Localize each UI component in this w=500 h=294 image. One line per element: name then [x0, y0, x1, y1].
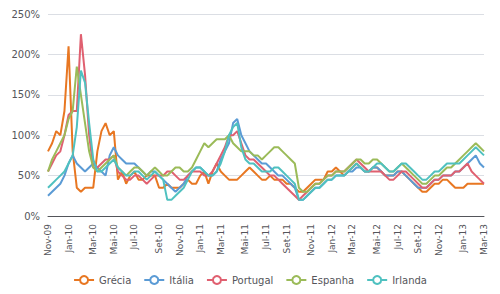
- svg-text:Mai-12: Mai-12: [372, 224, 382, 254]
- svg-text:Irlanda: Irlanda: [392, 275, 427, 286]
- svg-text:Jan-10: Jan-10: [64, 224, 74, 254]
- svg-text:Itália: Itália: [169, 275, 194, 286]
- svg-text:Espanha: Espanha: [311, 275, 354, 286]
- svg-text:Grécia: Grécia: [99, 275, 131, 286]
- svg-text:Jan-11: Jan-11: [195, 224, 205, 254]
- svg-text:Set-12: Set-12: [413, 224, 423, 253]
- svg-text:Mar-12: Mar-12: [347, 224, 357, 255]
- svg-text:Mai-11: Mai-11: [240, 224, 250, 254]
- svg-text:Set-11: Set-11: [282, 224, 292, 253]
- svg-text:Nov-12: Nov-12: [434, 224, 444, 256]
- svg-text:100%: 100%: [11, 130, 40, 141]
- svg-text:Jan-12: Jan-12: [327, 224, 337, 254]
- svg-text:Portugal: Portugal: [232, 275, 273, 286]
- svg-text:Jul-11: Jul-11: [261, 224, 271, 251]
- svg-text:Nov-09: Nov-09: [43, 224, 53, 256]
- svg-text:Mar-10: Mar-10: [88, 224, 98, 255]
- svg-text:200%: 200%: [11, 49, 40, 60]
- svg-text:Mar-13: Mar-13: [479, 224, 489, 255]
- svg-text:Jul-12: Jul-12: [393, 224, 403, 251]
- svg-text:0%: 0%: [24, 211, 40, 222]
- svg-text:150%: 150%: [11, 89, 40, 100]
- svg-text:Mar-11: Mar-11: [216, 224, 226, 255]
- svg-text:250%: 250%: [11, 9, 40, 20]
- svg-text:Nov-11: Nov-11: [306, 224, 316, 256]
- svg-text:50%: 50%: [18, 170, 40, 181]
- svg-text:Nov-10: Nov-10: [175, 224, 185, 256]
- svg-text:Mai-10: Mai-10: [109, 224, 119, 255]
- svg-text:Jul-10: Jul-10: [129, 224, 139, 251]
- svg-text:Set-10: Set-10: [154, 224, 164, 254]
- svg-text:Jan-13: Jan-13: [458, 224, 468, 254]
